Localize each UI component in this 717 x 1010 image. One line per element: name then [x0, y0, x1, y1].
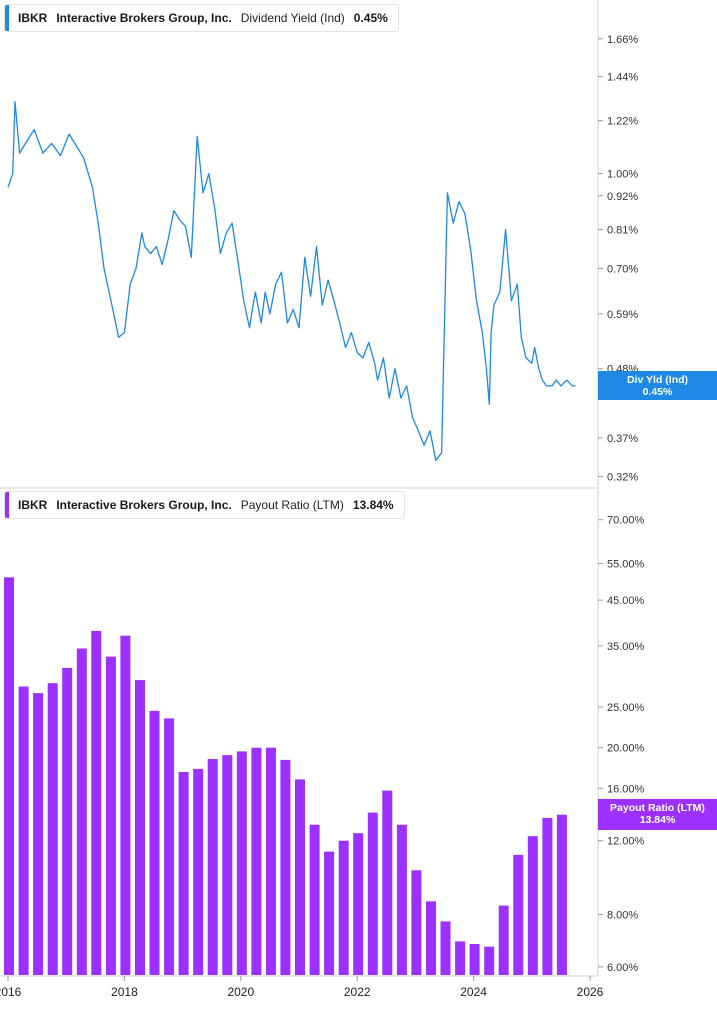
- payout-ratio-bar: [4, 577, 14, 975]
- payout-ratio-bar: [222, 755, 233, 975]
- payout-ratio-bar: [47, 683, 58, 975]
- payout-ratio-bar: [280, 759, 291, 975]
- payout-ratio-bar: [164, 718, 175, 975]
- tag-value: 0.45%: [642, 386, 673, 398]
- payout-ratio-bar: [440, 921, 451, 975]
- payout-ratio-bar: [542, 817, 553, 975]
- x-tick-label: 2024: [460, 985, 487, 999]
- legend-company: Interactive Brokers Group, Inc.: [56, 498, 232, 512]
- payout-ratio-bar: [33, 693, 44, 975]
- payout-ratio-bar: [527, 836, 538, 975]
- payout-ratio-bar: [498, 905, 509, 975]
- dividend-yield-legend[interactable]: IBKR Interactive Brokers Group, Inc. Div…: [4, 4, 399, 32]
- y-tick-label: 6.00%: [607, 962, 638, 974]
- y-tick-label: 1.22%: [607, 116, 638, 128]
- legend-metric: Dividend Yield (Ind): [240, 11, 345, 25]
- y-tick-label: 0.92%: [607, 191, 638, 203]
- payout-ratio-bar: [76, 648, 87, 975]
- payout-ratio-bar: [120, 635, 131, 975]
- payout-ratio-bar: [324, 851, 335, 975]
- payout-ratio-last-value-tag: Payout Ratio (LTM) 13.84%: [598, 799, 717, 830]
- y-tick-label: 1.00%: [607, 169, 638, 181]
- payout-ratio-bar: [382, 790, 393, 975]
- x-tick-label: 2020: [227, 985, 254, 999]
- payout-ratio-bar: [236, 751, 247, 975]
- y-tick-label: 8.00%: [607, 909, 638, 921]
- y-tick-label: 12.00%: [607, 836, 645, 848]
- y-tick-label: 20.00%: [607, 743, 645, 755]
- y-tick-label: 35.00%: [607, 641, 645, 653]
- y-tick-label: 45.00%: [607, 595, 645, 607]
- x-tick-label: 2022: [344, 985, 371, 999]
- legend-metric: Payout Ratio (LTM): [240, 498, 344, 512]
- legend-company: Interactive Brokers Group, Inc.: [56, 11, 232, 25]
- payout-ratio-bar: [338, 840, 349, 975]
- payout-ratio-legend[interactable]: IBKR Interactive Brokers Group, Inc. Pay…: [4, 491, 405, 519]
- dividend-yield-swatch: [5, 5, 9, 31]
- payout-ratio-bar: [62, 667, 73, 975]
- payout-ratio-bar: [367, 812, 378, 975]
- payout-ratio-bar: [455, 941, 466, 975]
- dividend-yield-line: [7, 101, 576, 462]
- payout-ratio-bar: [309, 824, 320, 975]
- y-tick-label: 0.37%: [607, 433, 638, 445]
- y-tick-label: 0.81%: [607, 225, 638, 237]
- payout-ratio-bar: [265, 747, 276, 975]
- payout-ratio-bar: [426, 901, 436, 975]
- y-tick-label: 55.00%: [607, 559, 645, 571]
- y-tick-label: 0.32%: [607, 472, 638, 484]
- y-tick-label: 0.59%: [607, 309, 638, 321]
- y-tick-label: 1.66%: [607, 34, 638, 46]
- y-tick-label: 25.00%: [607, 702, 645, 714]
- legend-ticker: IBKR: [18, 11, 48, 25]
- payout-ratio-bar: [556, 814, 567, 975]
- payout-ratio-bar: [105, 656, 116, 975]
- tag-label: Payout Ratio (LTM): [610, 802, 705, 814]
- tag-label: Div Yld (Ind): [626, 374, 689, 386]
- legend-value: 13.84%: [352, 498, 394, 512]
- payout-ratio-bar: [193, 768, 204, 975]
- payout-ratio-bar: [513, 854, 524, 975]
- payout-ratio-swatch: [5, 492, 9, 518]
- payout-ratio-bar: [353, 833, 364, 975]
- payout-ratio-bar: [178, 772, 189, 975]
- payout-ratio-bar: [295, 779, 305, 975]
- payout-ratio-bar: [484, 946, 495, 975]
- y-tick-label: 16.00%: [607, 783, 645, 795]
- payout-ratio-bar: [135, 680, 145, 975]
- payout-ratio-bar: [18, 686, 29, 975]
- payout-ratio-bar: [411, 870, 422, 975]
- payout-ratio-bar: [149, 710, 160, 975]
- payout-ratio-bar: [469, 944, 480, 975]
- payout-ratio-bar: [91, 630, 102, 975]
- payout-ratio-bar: [396, 824, 407, 975]
- legend-value: 0.45%: [353, 11, 388, 25]
- dividend-yield-last-value-tag: Div Yld (Ind) 0.45%: [598, 371, 717, 400]
- y-tick-label: 1.44%: [607, 72, 638, 84]
- legend-ticker: IBKR: [18, 498, 48, 512]
- x-tick-label: 2026: [577, 985, 604, 999]
- payout-ratio-bar: [251, 747, 262, 975]
- payout-ratio-bar: [207, 759, 218, 975]
- y-tick-label: 70.00%: [607, 515, 645, 527]
- x-tick-label: 2018: [111, 985, 138, 999]
- y-tick-label: 0.70%: [607, 263, 638, 275]
- tag-value: 13.84%: [639, 814, 676, 826]
- x-tick-label: 2016: [0, 985, 22, 999]
